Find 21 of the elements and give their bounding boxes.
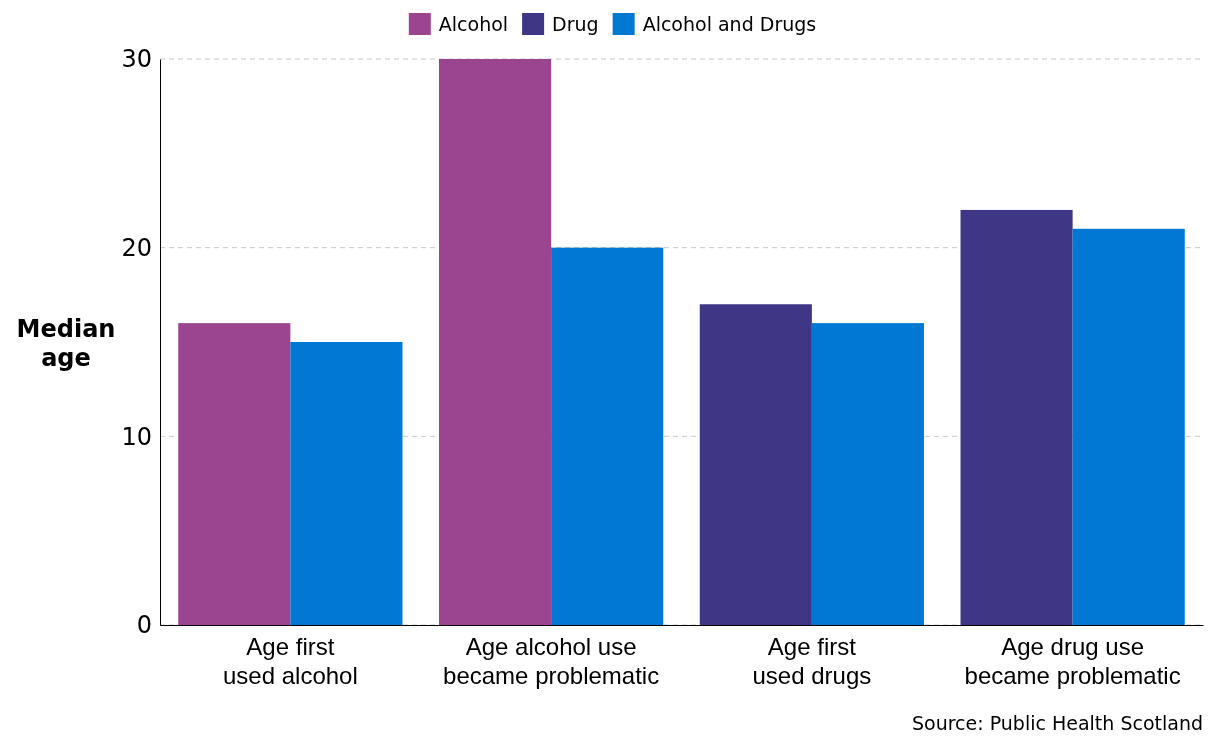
bar (551, 247, 664, 625)
x-tick-label: Age first used alcohol (222, 633, 358, 689)
bar (699, 304, 812, 625)
y-tick-label: 10 (121, 422, 152, 451)
legend-label: Alcohol and Drugs (642, 13, 817, 35)
bar (811, 323, 924, 625)
legend-label: Alcohol (438, 13, 509, 35)
legend-label: Drug (552, 13, 599, 35)
y-axis-title: Median age (16, 315, 116, 372)
x-tick-label: Age alcohol use became problematic (443, 633, 660, 689)
bar (290, 342, 403, 625)
x-tick-label: Age drug use became problematic (964, 633, 1181, 689)
y-tick-label: 30 (121, 45, 152, 74)
bar (960, 209, 1073, 625)
bar (1072, 228, 1185, 625)
x-tick-label: Age first used drugs (752, 633, 872, 689)
bar (439, 59, 552, 625)
bar (178, 323, 291, 625)
y-tick-label: 20 (121, 233, 152, 262)
source-note: Source: Public Health Scotland (911, 712, 1203, 734)
y-tick-label: 0 (136, 611, 152, 640)
